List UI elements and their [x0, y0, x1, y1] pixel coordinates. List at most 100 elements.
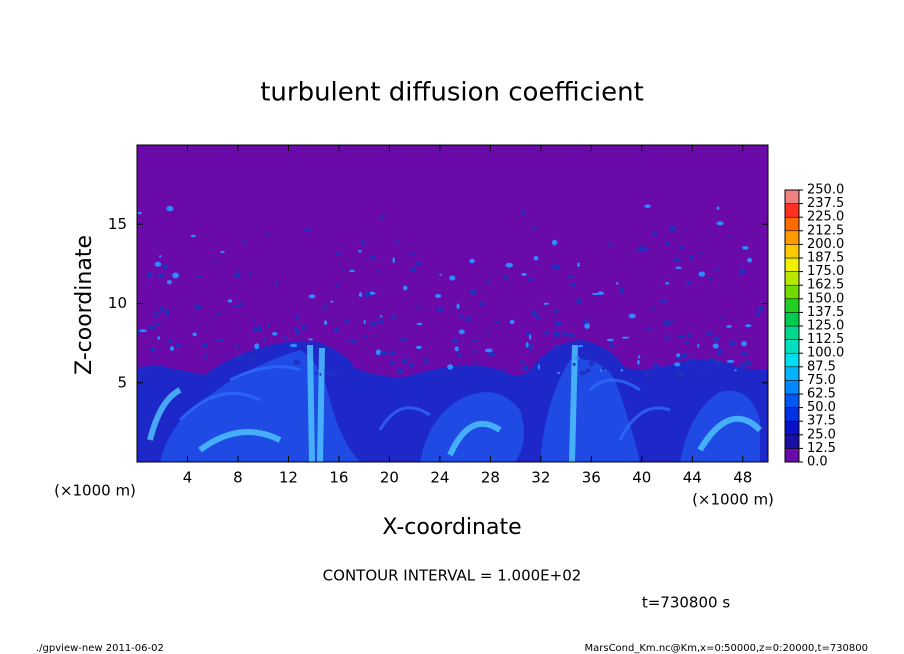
field-speck [747, 257, 753, 263]
y-tick-label: 5 [117, 373, 127, 391]
field-speck [669, 225, 677, 232]
field-speck [472, 348, 476, 354]
field-speck [556, 371, 561, 375]
field-speck [637, 355, 641, 359]
field-speck [616, 281, 619, 285]
field-speck [712, 343, 719, 349]
field-speck [479, 301, 485, 306]
field-speck [389, 350, 396, 356]
field-speck [487, 328, 490, 331]
field-speck [227, 299, 233, 303]
field-speck [275, 280, 279, 286]
field-speck [591, 292, 599, 296]
field-speck [716, 206, 720, 210]
field-speck [644, 204, 651, 209]
field-speck [190, 234, 196, 238]
chart-title: turbulent diffusion coefficient [260, 78, 644, 108]
field-speck [719, 316, 723, 320]
field-speck [584, 323, 591, 329]
field-speck [509, 319, 515, 324]
y-tick-label: 15 [108, 215, 127, 233]
x-tick-label: 16 [329, 469, 348, 487]
field-speck [254, 343, 260, 350]
field-structure [178, 365, 671, 441]
colorbar-box [784, 339, 800, 354]
x-tick-label: 12 [279, 469, 298, 487]
field-speck [606, 338, 615, 342]
field-speck [689, 357, 694, 362]
colorbar-box [784, 230, 800, 245]
field-speck [308, 338, 314, 341]
field-speck [220, 250, 225, 254]
field-speck [437, 306, 444, 312]
field-speck [289, 343, 298, 348]
field-speck [532, 226, 537, 230]
field-speck [293, 360, 301, 365]
field-speck [521, 210, 525, 216]
field-speck [364, 291, 371, 298]
field-speck [336, 251, 341, 256]
field-speck [435, 293, 442, 298]
colorbar-box [784, 244, 800, 259]
field-speck [577, 344, 584, 348]
colorbar-label: 62.5 [807, 387, 836, 402]
field-speck [728, 234, 733, 238]
field-speck [582, 339, 585, 345]
field-speck [488, 352, 496, 357]
colorbar-box [784, 380, 800, 395]
field-speck [239, 302, 244, 306]
field-speck [698, 271, 706, 277]
field-speck [676, 371, 685, 377]
field-speck [520, 359, 524, 364]
field-speck [716, 221, 724, 226]
colorbar-label: 87.5 [807, 359, 836, 374]
field-speck [417, 305, 420, 310]
x-tick-label: 4 [183, 469, 193, 487]
field-speck [142, 372, 146, 377]
field-speck [295, 314, 299, 320]
field-speck [358, 292, 363, 297]
field-speck [672, 258, 681, 262]
colorbar-label: 12.5 [807, 441, 836, 456]
field-speck [673, 320, 676, 324]
field-speck [377, 270, 381, 274]
field-speck [486, 280, 491, 284]
field-speck [554, 320, 562, 327]
field-speck [688, 254, 694, 261]
field-speck [577, 262, 580, 268]
field-speck [257, 325, 262, 332]
field-speck [607, 242, 612, 247]
field-speck [346, 338, 354, 342]
field-speck [505, 262, 513, 268]
field-speck [469, 258, 475, 264]
field-speck [471, 338, 479, 343]
field-speck [159, 306, 165, 309]
colorbar-box [784, 352, 800, 368]
field-speck [242, 239, 247, 245]
field-speck [528, 334, 532, 340]
field-speck [363, 335, 367, 339]
field-speck [744, 360, 752, 367]
field-speck [457, 352, 461, 359]
field-speck [553, 309, 559, 313]
field-speck [322, 304, 327, 311]
x-tick-label: 48 [733, 469, 752, 487]
field-speck [456, 303, 460, 310]
x-tick-label: 36 [582, 469, 601, 487]
field-speck [454, 346, 459, 352]
field-speck [166, 205, 174, 212]
field-speck [726, 325, 732, 328]
field-speck [392, 257, 395, 264]
field-speck [237, 269, 241, 274]
colorbar-box [784, 298, 800, 313]
y-axis-label: Z-coordinate [72, 235, 97, 375]
field-speck [745, 324, 752, 328]
field-speck [308, 294, 316, 299]
field-speck [272, 331, 278, 336]
field-speck [552, 264, 561, 270]
footer: MarsCond_Km.nc@Km,x=0:50000,z=0:20000,t=… [585, 643, 869, 654]
field-speck [253, 325, 258, 332]
field-speck [758, 305, 764, 312]
colorbar-box [784, 284, 800, 300]
